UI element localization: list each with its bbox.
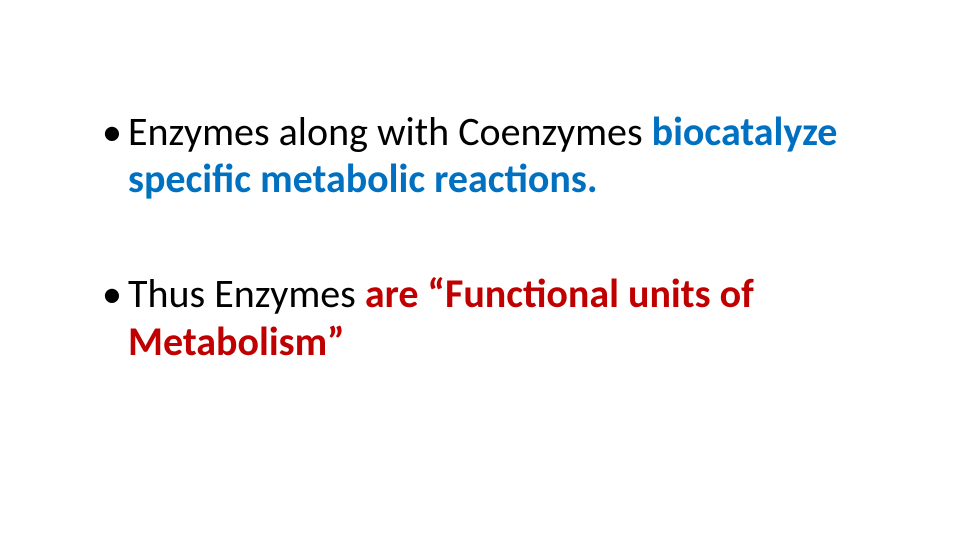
bullet-list: Enzymes along with Coenzymes biocatalyze… xyxy=(100,108,860,365)
bullet-item-2: Thus Enzymes are “Functional units of Me… xyxy=(100,270,860,364)
text-segment: Thus Enzymes xyxy=(128,269,365,318)
bullet-item-1: Enzymes along with Coenzymes biocatalyze… xyxy=(100,108,860,202)
text-segment: Enzymes along with Coenzymes xyxy=(128,107,652,156)
slide: Enzymes along with Coenzymes biocatalyze… xyxy=(0,0,960,540)
